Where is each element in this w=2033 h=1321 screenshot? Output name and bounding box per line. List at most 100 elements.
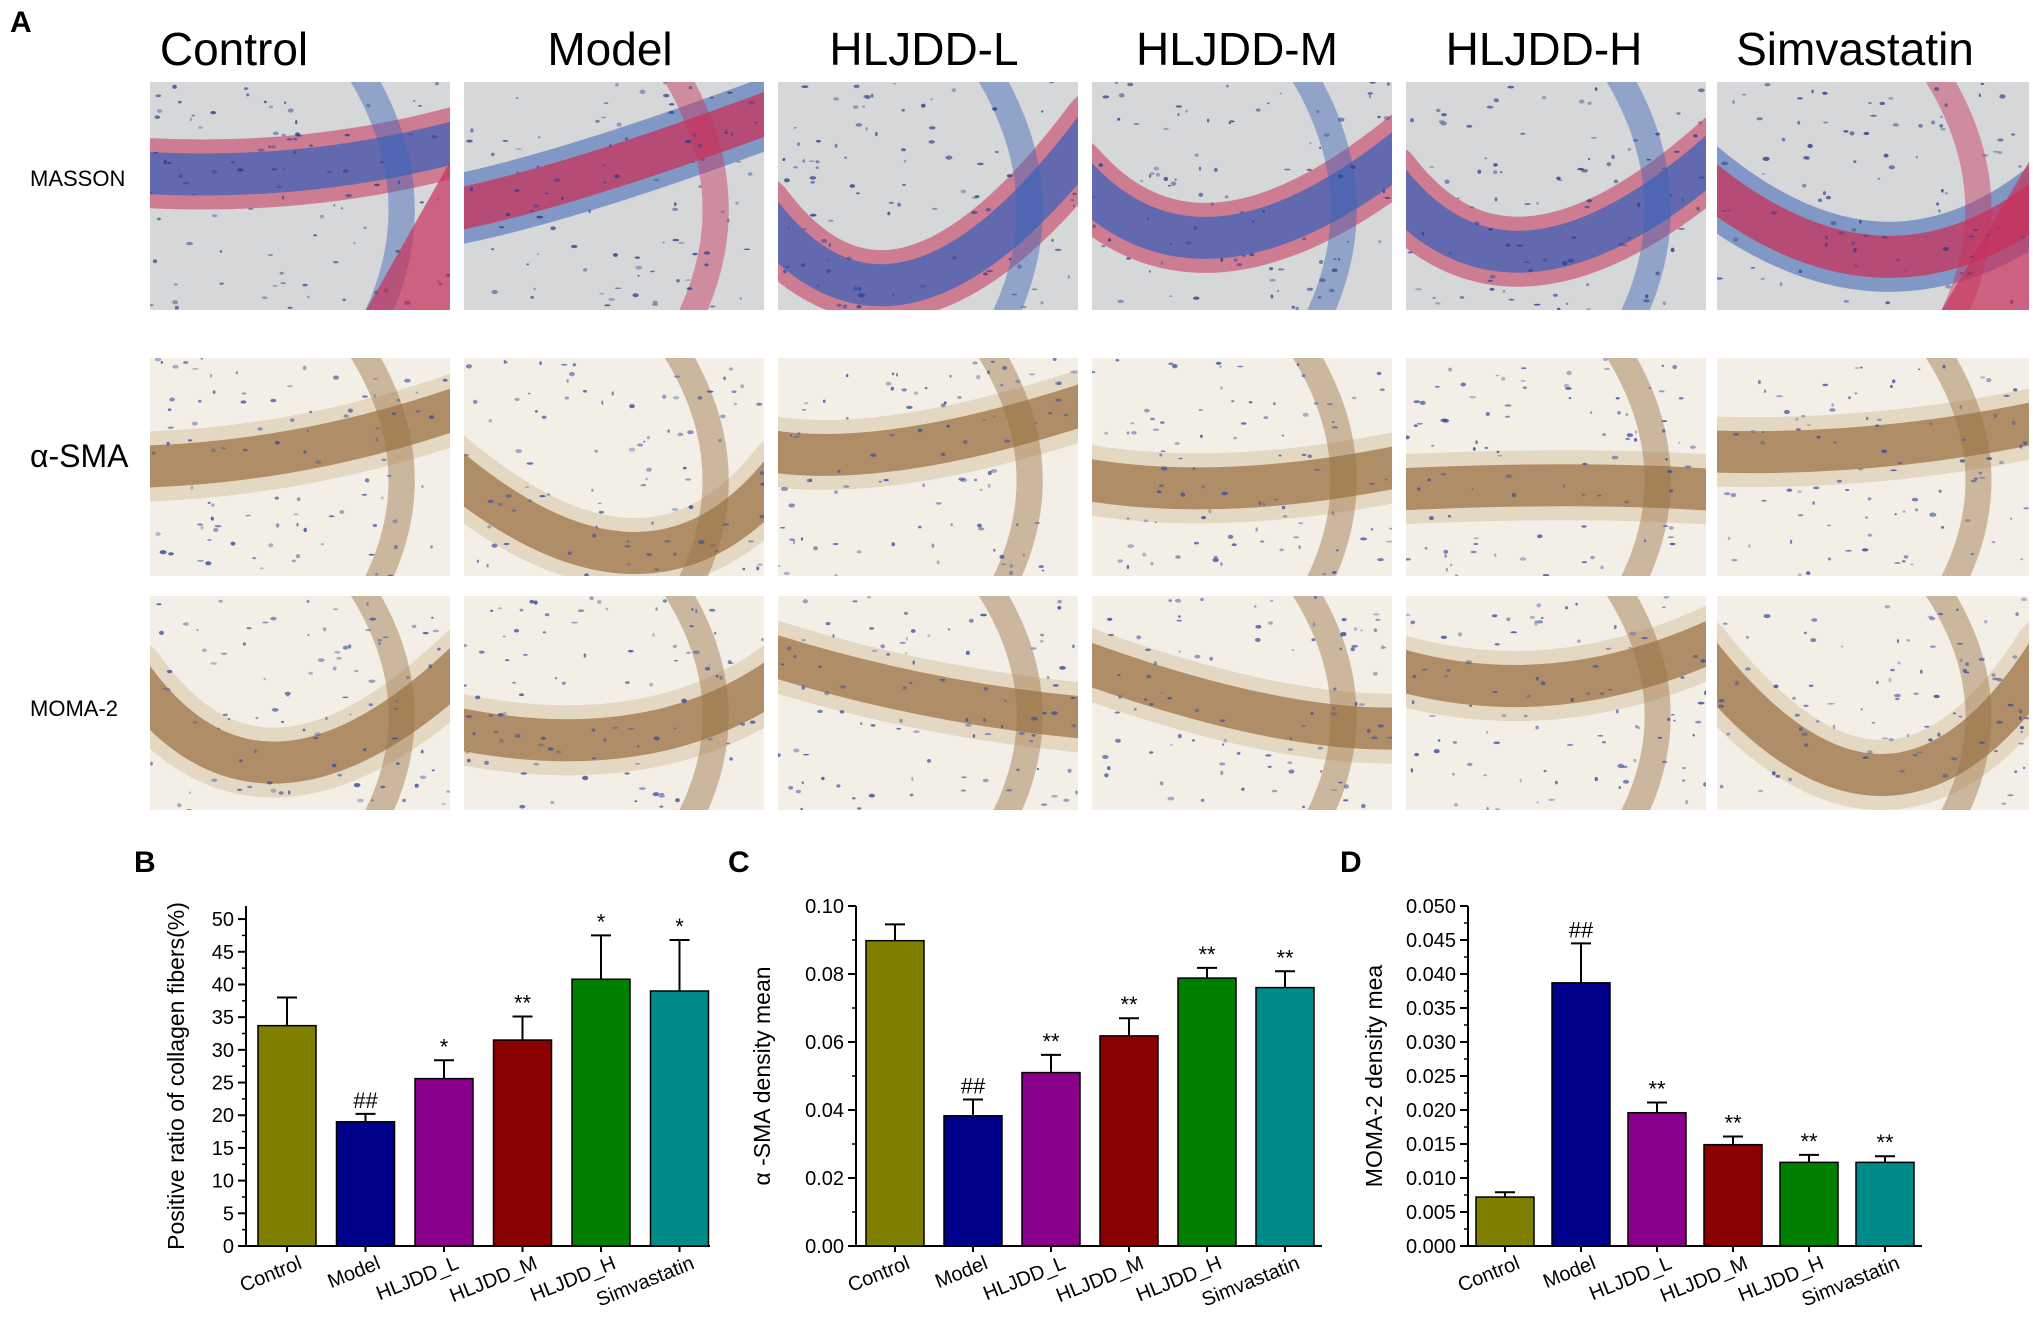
chart-d-y-tick-label: 0.035 [1406, 998, 1456, 1020]
chart-c-category-label: Model [932, 1252, 991, 1293]
chart-b-y-tick-label: 20 [212, 1105, 234, 1127]
histology-image-moma-2-hljdd-l [778, 596, 1078, 810]
histology-image-moma-2-control [150, 596, 450, 810]
histology-image-alpha-sma-control [150, 358, 450, 576]
chart-d-significance-label: ** [1800, 1129, 1818, 1154]
chart-c-significance-label: ** [1042, 1029, 1060, 1054]
chart-c-bar [1177, 977, 1237, 1247]
chart-c-bar [943, 1115, 1003, 1247]
chart-b-significance-label: ## [353, 1088, 378, 1113]
chart-d-bar [1703, 1143, 1763, 1247]
chart-c-y-tick-label: 0.00 [805, 1236, 844, 1258]
chart-c-y-tick-label: 0.08 [805, 964, 844, 986]
panel-label-c: C [728, 846, 750, 879]
chart-b-y-tick-label: 10 [212, 1171, 234, 1193]
column-title-simvastatin: Simvastatin [1736, 23, 1974, 75]
chart-b-y-tick-label: 30 [212, 1040, 234, 1062]
chart-b-significance-label: * [440, 1034, 449, 1059]
chart-d-y-tick-label: 0.000 [1406, 1236, 1456, 1258]
chart-b-y-tick-label: 35 [212, 1007, 234, 1029]
chart-c-bar [1255, 986, 1315, 1247]
chart-c-significance-label: ** [1120, 992, 1138, 1017]
chart-d-bar [1855, 1161, 1915, 1247]
chart-d-y-tick-label: 0.020 [1406, 1100, 1456, 1122]
chart-c-significance-label: ** [1198, 942, 1216, 967]
chart-b-y-tick-label: 50 [212, 909, 234, 931]
chart-b-bar [492, 1039, 553, 1247]
chart-c-category-label: Control [845, 1252, 913, 1297]
chart-b-category-label: HLJDD_H [527, 1252, 619, 1306]
chart-d-y-tick-label: 0.005 [1406, 1202, 1456, 1224]
chart-d-bar [1475, 1196, 1535, 1247]
histology-image-masson-simvastatin [1717, 82, 2029, 310]
histology-image-masson-hljdd-h [1406, 82, 1706, 310]
histology-image-masson-hljdd-m [1092, 82, 1392, 310]
chart-b-significance-label: ** [514, 991, 532, 1016]
chart-d-y-tick-label: 0.040 [1406, 964, 1456, 986]
histology-image-moma-2-hljdd-h [1406, 596, 1706, 810]
chart-d-y-tick-label: 0.010 [1406, 1168, 1456, 1190]
column-title-model: Model [547, 23, 673, 75]
column-title-hljdd-h: HLJDD-H [1445, 23, 1643, 75]
chart-d-category-label: Model [1540, 1252, 1599, 1293]
chart-b-bar [649, 990, 710, 1247]
histology-image-moma-2-hljdd-m [1092, 596, 1392, 810]
chart-c-category-label: HLJDD_H [1133, 1252, 1225, 1306]
histology-image-alpha-sma-hljdd-m [1092, 358, 1392, 576]
histology-image-alpha-sma-model [464, 358, 764, 576]
chart-d-significance-label: ** [1724, 1111, 1742, 1136]
chart-c-category-label: Simvastatin [1199, 1252, 1303, 1311]
chart-c-plot: 0.00 0.02 0.04 0.06 0.08 0.10 α -SMA density m… [749, 896, 1322, 1311]
chart-d-category-label: HLJDD_L [1586, 1252, 1675, 1305]
chart-b-significance-label: * [675, 914, 684, 939]
histology-image-moma-2-model [464, 596, 764, 810]
chart-b-plot: 0 5 10 15 20 25 30 35 40 45 50 Positive ratio of co… [163, 902, 710, 1311]
chart-d-y-tick-label: 0.045 [1406, 930, 1456, 952]
chart-c-bar [1021, 1071, 1081, 1247]
chart-c-y-tick-label: 0.10 [805, 896, 844, 918]
chart-d-y-tick-label: 0.025 [1406, 1066, 1456, 1088]
chart-b-category-label: Model [325, 1252, 384, 1293]
chart-d-bar [1779, 1161, 1839, 1247]
panel-label-b: B [134, 846, 156, 879]
chart-c-category-label: HLJDD_M [1053, 1252, 1147, 1307]
histology-image-masson-hljdd-l [778, 82, 1078, 310]
chart-c-significance-label: ## [961, 1073, 986, 1098]
chart-b-bar [414, 1077, 474, 1247]
chart-c-y-tick-label: 0.06 [805, 1032, 844, 1054]
chart-d-y-tick-label: 0.050 [1406, 896, 1456, 918]
chart-b-y-tick-label: 40 [212, 974, 234, 996]
chart-b-bar [257, 1024, 317, 1247]
chart-c-bar [1099, 1035, 1159, 1247]
histology-image-alpha-sma-hljdd-l [778, 358, 1078, 576]
chart-c-y-tick-label: 0.02 [805, 1168, 844, 1190]
chart-b-y-tick-label: 15 [212, 1138, 234, 1160]
chart-d-category-label: HLJDD_H [1735, 1252, 1827, 1306]
chart-b-category-label: Control [237, 1252, 305, 1297]
chart-b-y-tick-label: 5 [223, 1203, 234, 1225]
chart-c-y-tick-label: 0.04 [805, 1100, 844, 1122]
chart-d-y-tick-label: 0.030 [1406, 1032, 1456, 1054]
panel-label-d: D [1340, 846, 1362, 879]
histology-image-moma-2-simvastatin [1717, 596, 2029, 810]
histology-image-masson-model [464, 82, 764, 310]
chart-d-significance-label: ** [1648, 1077, 1666, 1102]
row-label-alpha-sma: α-SMA [30, 438, 129, 474]
chart-b-bar [335, 1121, 396, 1247]
histology-image-masson-control [150, 82, 450, 310]
chart-d-plot: 0.000 0.005 0.010 0.015 0.020 0.025 0.030 0.035… [1361, 896, 1922, 1311]
chart-c-significance-label: ** [1276, 945, 1294, 970]
chart-d-bar [1627, 1111, 1687, 1247]
column-title-hljdd-m: HLJDD-M [1136, 23, 1338, 75]
chart-b-category-label: HLJDD_M [447, 1252, 541, 1307]
chart-d-y-axis-title: MOMA-2 density mea [1361, 965, 1387, 1188]
histology-image-alpha-sma-simvastatin [1717, 358, 2029, 576]
chart-c-category-label: HLJDD_L [980, 1252, 1069, 1305]
chart-b-category-label: HLJDD_L [373, 1252, 462, 1305]
chart-b-y-tick-label: 45 [212, 942, 234, 964]
chart-b-bar [571, 978, 631, 1247]
chart-b-y-tick-label: 25 [212, 1073, 234, 1095]
chart-d-y-tick-label: 0.015 [1406, 1134, 1456, 1156]
chart-b-y-tick-label: 0 [223, 1236, 234, 1258]
row-label-moma-2: MOMA-2 [30, 696, 118, 721]
